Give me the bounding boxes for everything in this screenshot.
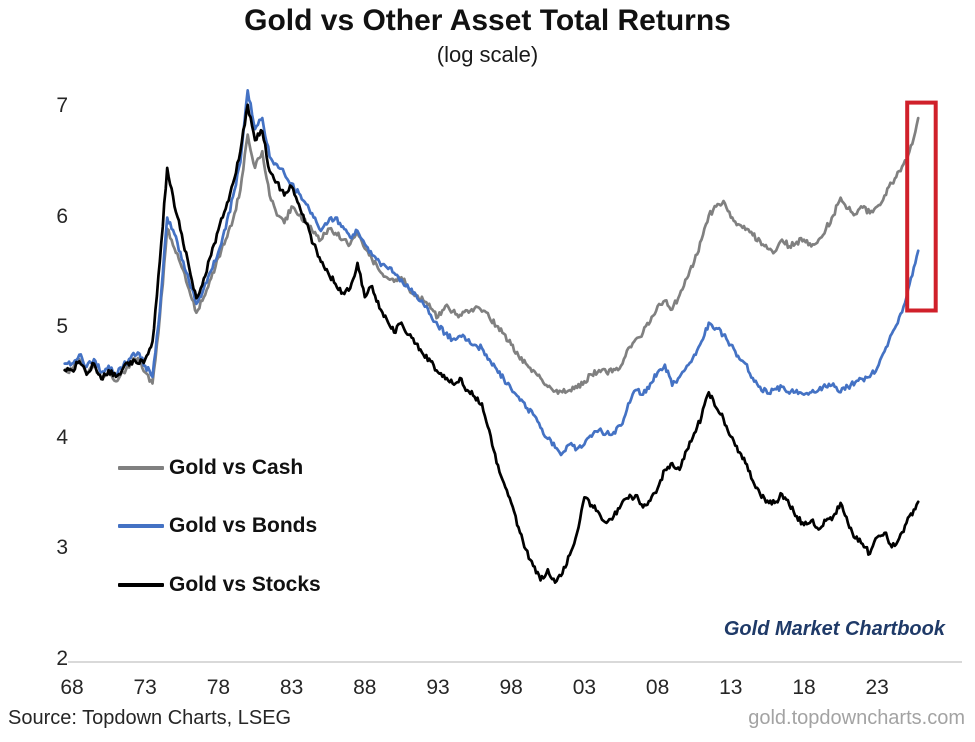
x-tick-label: 98 bbox=[499, 676, 523, 699]
legend-item-gold-vs-cash: Gold vs Cash bbox=[118, 456, 303, 480]
x-tick-label: 08 bbox=[645, 676, 670, 699]
cash-line-swatch-icon bbox=[118, 466, 164, 470]
y-tick-label: 6 bbox=[56, 204, 68, 228]
stocks-line-swatch-icon bbox=[118, 583, 164, 587]
bonds-line-swatch-icon bbox=[118, 524, 164, 528]
x-tick-label: 68 bbox=[60, 676, 84, 699]
series-line-gold-vs-stocks bbox=[63, 103, 920, 584]
legend-label: Gold vs Bonds bbox=[169, 514, 318, 537]
x-tick-label: 03 bbox=[572, 676, 597, 699]
y-tick-label: 4 bbox=[56, 425, 68, 449]
y-tick-label: 3 bbox=[56, 536, 68, 560]
source-attribution: Source: Topdown Charts, LSEG bbox=[8, 707, 292, 729]
x-tick-label: 13 bbox=[719, 676, 743, 699]
y-tick-label: 5 bbox=[56, 315, 68, 339]
series-line-gold-vs-bonds bbox=[63, 89, 920, 457]
legend-item-gold-vs-bonds: Gold vs Bonds bbox=[118, 514, 317, 538]
website-url: gold.topdowncharts.com bbox=[748, 707, 965, 729]
x-tick-label: 18 bbox=[792, 676, 816, 699]
chart-title: Gold vs Other Asset Total Returns bbox=[244, 4, 731, 37]
chart-subtitle: (log scale) bbox=[436, 42, 539, 67]
legend-item-gold-vs-stocks: Gold vs Stocks bbox=[118, 573, 321, 597]
y-tick-label: 7 bbox=[56, 94, 68, 118]
x-tick-label: 78 bbox=[206, 676, 231, 699]
x-tick-label: 88 bbox=[353, 676, 377, 699]
x-tick-label: 93 bbox=[426, 676, 450, 699]
legend-label: Gold vs Stocks bbox=[169, 573, 321, 596]
y-tick-label: 2 bbox=[56, 647, 68, 671]
gold-market-chartbook-watermark: Gold Market Chartbook bbox=[723, 618, 945, 640]
highlight-box-annotation bbox=[905, 100, 938, 313]
series-line-gold-vs-cash bbox=[63, 116, 920, 395]
legend-label: Gold vs Cash bbox=[169, 456, 304, 479]
x-tick-label: 23 bbox=[865, 676, 889, 699]
x-tick-label: 73 bbox=[133, 676, 157, 699]
x-tick-label: 83 bbox=[279, 676, 304, 699]
